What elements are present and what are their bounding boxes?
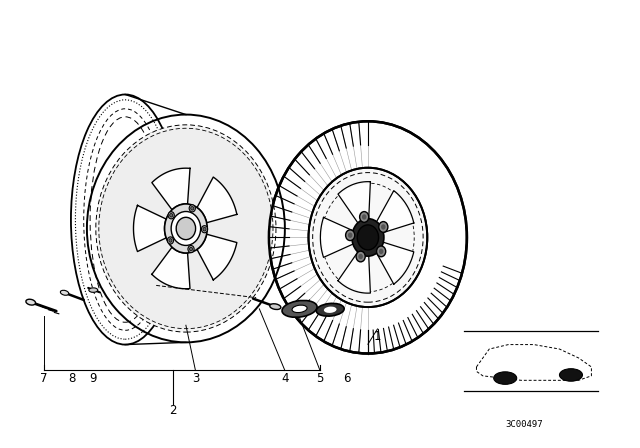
Polygon shape: [197, 177, 237, 223]
Ellipse shape: [169, 239, 172, 242]
Ellipse shape: [358, 254, 363, 259]
Ellipse shape: [171, 211, 201, 246]
Ellipse shape: [292, 305, 307, 313]
Ellipse shape: [559, 369, 582, 381]
Text: 4: 4: [281, 371, 289, 384]
Polygon shape: [197, 234, 237, 280]
Ellipse shape: [360, 211, 369, 222]
Polygon shape: [134, 205, 166, 251]
Text: 8: 8: [68, 371, 76, 384]
Ellipse shape: [60, 290, 68, 295]
Polygon shape: [338, 181, 371, 225]
Polygon shape: [152, 247, 190, 289]
Polygon shape: [321, 217, 356, 257]
Ellipse shape: [379, 222, 388, 233]
Text: 6: 6: [343, 371, 351, 384]
Text: 3: 3: [192, 371, 199, 384]
Ellipse shape: [269, 121, 467, 353]
Ellipse shape: [189, 247, 193, 251]
Ellipse shape: [170, 214, 173, 217]
Text: 2: 2: [170, 404, 177, 417]
Ellipse shape: [167, 237, 173, 244]
Ellipse shape: [493, 372, 516, 384]
Ellipse shape: [346, 230, 355, 241]
Ellipse shape: [191, 207, 194, 210]
Ellipse shape: [324, 306, 337, 313]
Ellipse shape: [89, 288, 98, 293]
Ellipse shape: [96, 125, 276, 332]
Polygon shape: [338, 249, 371, 293]
Ellipse shape: [26, 299, 36, 305]
Ellipse shape: [348, 233, 353, 238]
Ellipse shape: [168, 212, 174, 219]
Ellipse shape: [381, 224, 386, 230]
Ellipse shape: [282, 301, 317, 317]
Polygon shape: [375, 191, 414, 233]
Ellipse shape: [202, 226, 207, 233]
Ellipse shape: [352, 219, 384, 256]
Ellipse shape: [379, 249, 383, 254]
Text: 3C00497: 3C00497: [506, 420, 543, 429]
Ellipse shape: [164, 204, 207, 253]
Ellipse shape: [357, 225, 378, 250]
Text: 9: 9: [90, 371, 97, 384]
Ellipse shape: [203, 228, 206, 231]
Text: 1: 1: [374, 330, 381, 343]
Ellipse shape: [308, 168, 428, 307]
Ellipse shape: [356, 251, 365, 262]
Polygon shape: [99, 128, 273, 329]
Text: 7: 7: [40, 371, 48, 384]
Polygon shape: [152, 168, 190, 210]
Ellipse shape: [316, 303, 344, 316]
Ellipse shape: [269, 304, 281, 310]
Ellipse shape: [376, 246, 386, 257]
Text: 5: 5: [316, 371, 324, 384]
Polygon shape: [375, 241, 414, 284]
Ellipse shape: [188, 246, 194, 253]
Ellipse shape: [176, 217, 196, 240]
Ellipse shape: [362, 214, 367, 220]
Ellipse shape: [189, 205, 195, 212]
